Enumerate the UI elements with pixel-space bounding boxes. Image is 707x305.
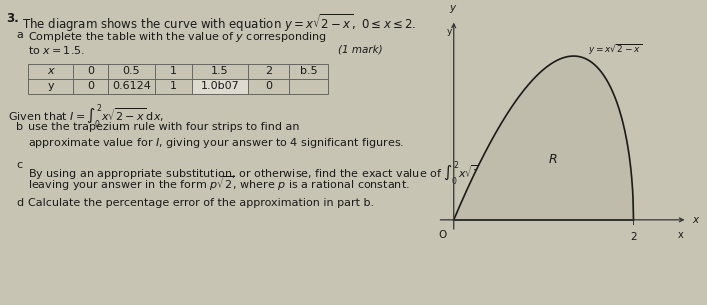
Text: 2: 2 xyxy=(630,232,637,242)
Text: leaving your answer in the form $p\sqrt{2}$, where $p$ is a rational constant.: leaving your answer in the form $p\sqrt{… xyxy=(28,174,410,193)
Text: $y = x\sqrt{2-x}$: $y = x\sqrt{2-x}$ xyxy=(588,43,643,57)
Text: 2: 2 xyxy=(265,66,272,76)
Text: 0: 0 xyxy=(265,81,272,91)
Text: $x$: $x$ xyxy=(692,215,701,225)
Text: use the trapezium rule with four strips to find an: use the trapezium rule with four strips … xyxy=(28,122,300,132)
Bar xyxy=(192,79,248,94)
Text: The diagram shows the curve with equation $y = x\sqrt{2-x},\ 0 \leq x \leq 2$.: The diagram shows the curve with equatio… xyxy=(22,12,416,34)
Text: By using an appropriate substitution, or otherwise, find the exact value of $\in: By using an appropriate substitution, or… xyxy=(28,160,521,188)
Text: x: x xyxy=(47,66,54,76)
Text: Complete the table with the value of $y$ corresponding: Complete the table with the value of $y$… xyxy=(28,30,327,44)
Text: y: y xyxy=(47,81,54,91)
Text: $y$: $y$ xyxy=(450,3,458,15)
Text: O: O xyxy=(438,230,446,240)
Text: R: R xyxy=(549,153,557,166)
Text: 1: 1 xyxy=(170,81,177,91)
Text: a: a xyxy=(16,30,23,40)
Text: Given that $I = \int_0^2 x\sqrt{2-x}\, \mathrm{d}x$,: Given that $I = \int_0^2 x\sqrt{2-x}\, \… xyxy=(8,103,164,131)
Text: 0.5: 0.5 xyxy=(123,66,140,76)
Text: (2 marks): (2 marks) xyxy=(555,198,605,208)
Text: x: x xyxy=(677,230,683,240)
Text: 0.6124: 0.6124 xyxy=(112,81,151,91)
Text: b: b xyxy=(16,122,23,132)
Text: 1: 1 xyxy=(170,66,177,76)
Bar xyxy=(28,64,328,94)
Text: y: y xyxy=(447,27,452,36)
Text: (5 marks): (5 marks) xyxy=(555,136,605,146)
Text: 0: 0 xyxy=(87,66,94,76)
Text: b.5: b.5 xyxy=(300,66,317,76)
Text: to $x = 1.5$.: to $x = 1.5$. xyxy=(28,44,85,56)
Text: c: c xyxy=(16,160,22,170)
Text: 1.5: 1.5 xyxy=(211,66,229,76)
Text: 0: 0 xyxy=(87,81,94,91)
Text: (4 marks): (4 marks) xyxy=(555,174,605,184)
Text: 1.0b07: 1.0b07 xyxy=(201,81,240,91)
Text: Calculate the percentage error of the approximation in part b.: Calculate the percentage error of the ap… xyxy=(28,198,374,208)
Text: d: d xyxy=(16,198,23,208)
Text: (1 mark): (1 mark) xyxy=(338,44,382,54)
Text: approximate value for $I$, giving your answer to 4 significant figures.: approximate value for $I$, giving your a… xyxy=(28,136,404,150)
Text: 3.: 3. xyxy=(6,12,19,25)
